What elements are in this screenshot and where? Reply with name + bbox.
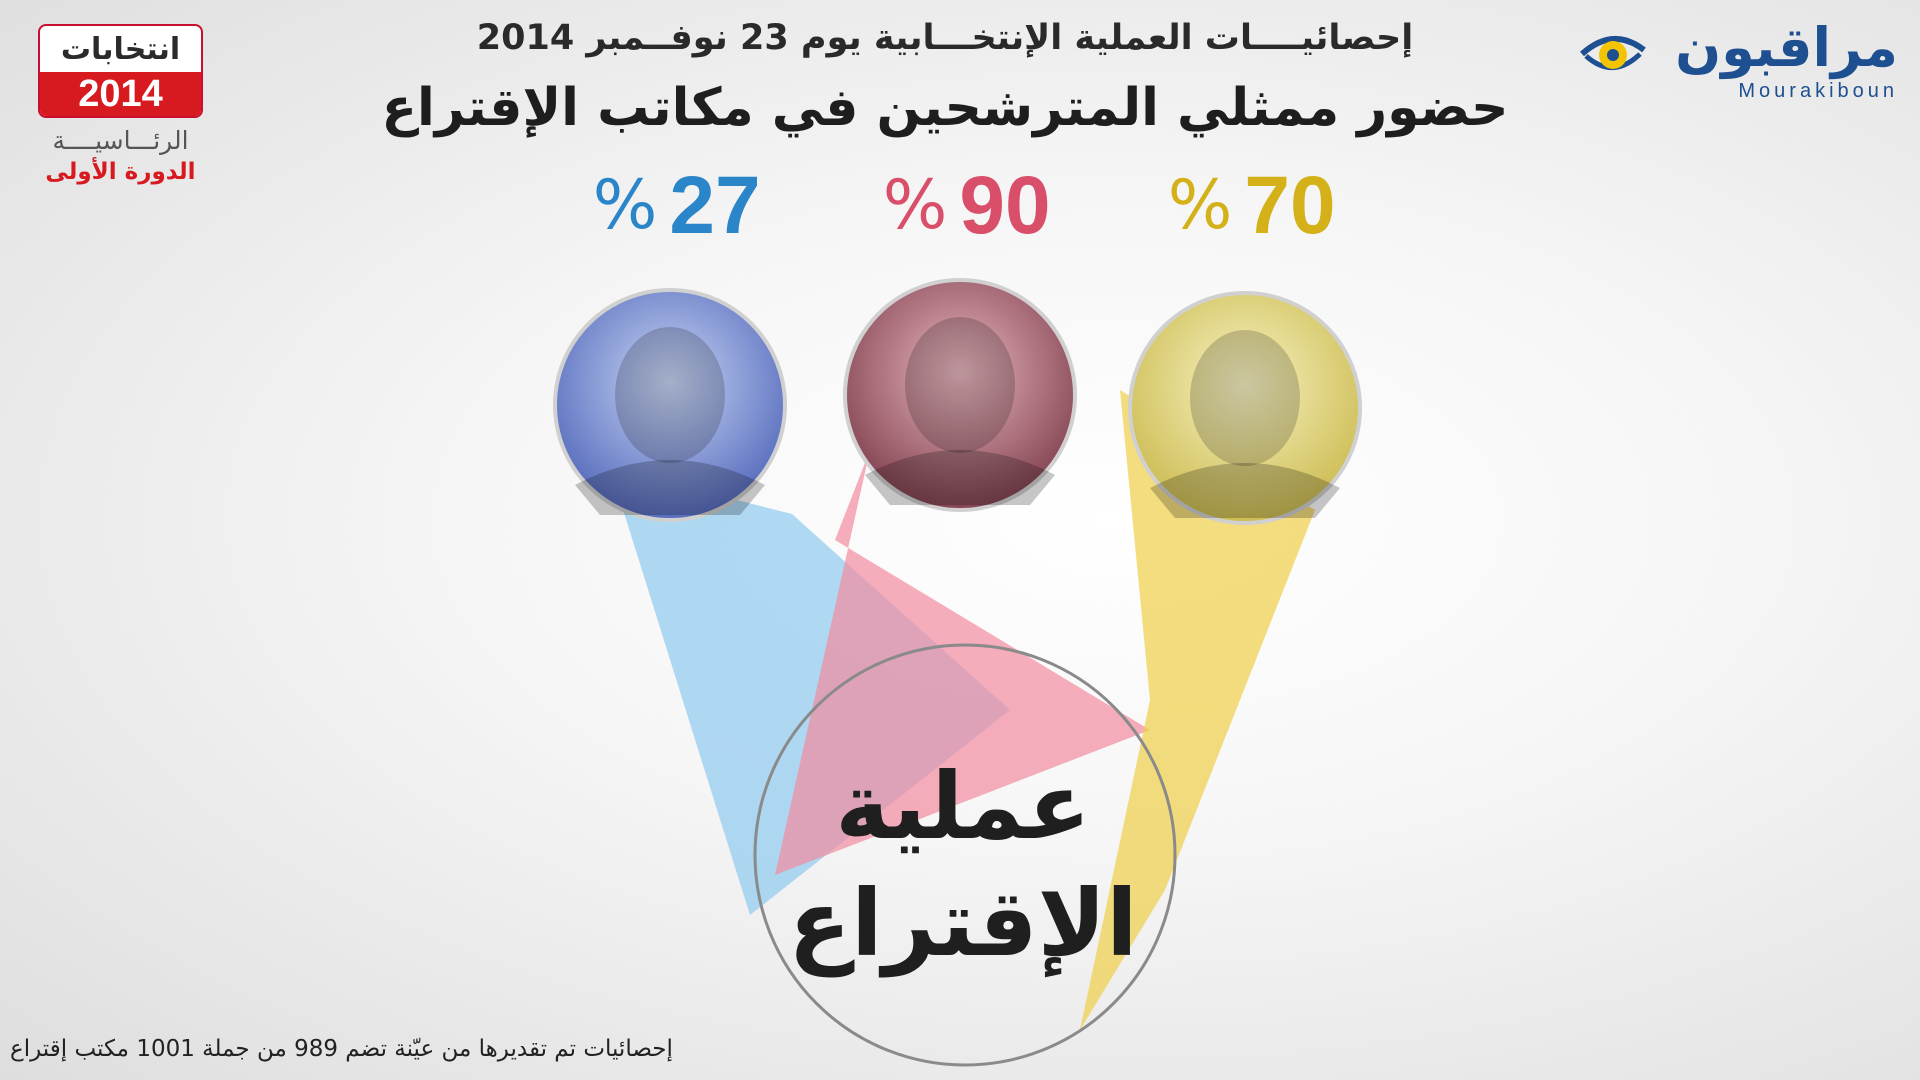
- election-logo-year: 2014: [40, 72, 201, 116]
- mourakiboun-logo: مراقبون Mourakiboun: [1578, 16, 1898, 111]
- center-label-line2: الإقتراع: [788, 870, 1137, 978]
- election-round-label: الدورة الأولى: [45, 159, 196, 185]
- page-title: حضور ممثلي المترشحين في مكاتب الإقتراع: [381, 78, 1509, 138]
- election-type-label: الرئـــاسيــــة: [52, 126, 189, 155]
- portrait-head-right: [1190, 330, 1300, 466]
- beam-left: [610, 468, 1010, 915]
- candidate-portrait-left: [553, 288, 787, 522]
- election-logo-box: انتخابات 2014: [38, 24, 203, 118]
- portrait-head-center: [905, 317, 1015, 453]
- portrait-head-left: [615, 327, 725, 463]
- portrait-shoulders-left: [575, 460, 765, 515]
- beam-center: [775, 450, 1150, 875]
- election-logo-word: انتخابات: [60, 31, 181, 67]
- eye-icon: [1579, 35, 1646, 70]
- portrait-shoulders-center: [865, 450, 1055, 505]
- center-label-line1: عملية: [835, 753, 1090, 860]
- value-label-right: 70: [1244, 160, 1335, 251]
- candidate-portrait-right: [1128, 291, 1362, 525]
- footnote: إحصائيات تم تقديرها من عيّنة تضم 989 من …: [10, 1036, 673, 1062]
- mourakiboun-name: مراقبون: [1675, 16, 1898, 79]
- mourakiboun-latin-name: Mourakiboun: [1738, 80, 1898, 102]
- candidate-portrait-center: [843, 278, 1077, 512]
- value-label-center: 90: [959, 160, 1050, 251]
- page-subtitle: إحصائيــــات العملية الإنتخـــابية يوم 2…: [476, 18, 1414, 58]
- percent-sign-right: %: [1168, 166, 1233, 245]
- portrait-shoulders-right: [1150, 463, 1340, 518]
- beam-right: [1080, 390, 1315, 1030]
- percent-sign-center: %: [883, 166, 948, 245]
- value-label-left: 27: [669, 160, 760, 251]
- election-logo: انتخابات 2014 الرئـــاسيــــة الدورة الأ…: [38, 24, 203, 185]
- percent-sign-left: %: [593, 166, 658, 245]
- ballot-circle-outline: [753, 643, 1177, 1067]
